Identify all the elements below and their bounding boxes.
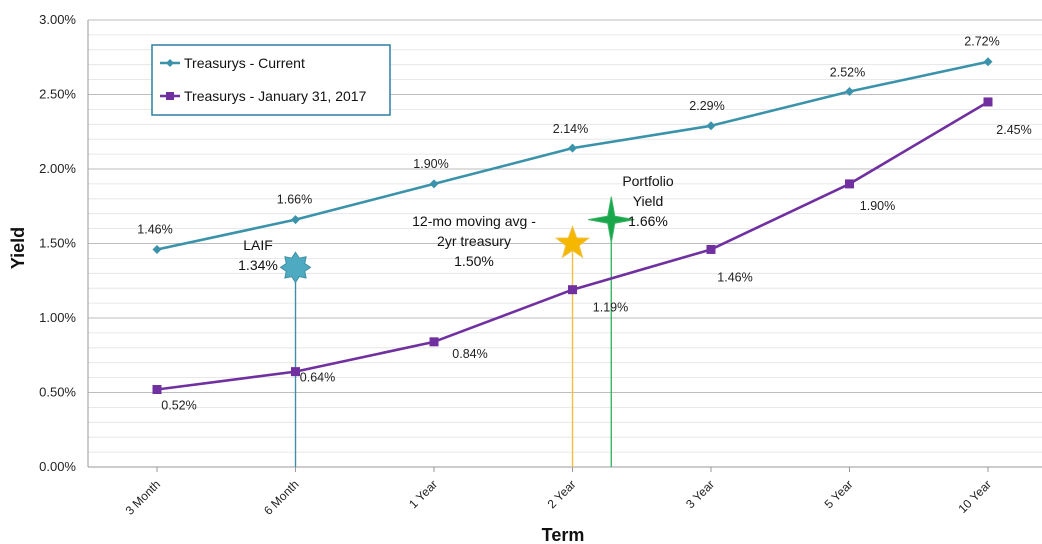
- legend-label: Treasurys - January 31, 2017: [184, 88, 367, 104]
- data-point: [568, 285, 577, 295]
- data-point: [983, 97, 993, 107]
- data-label: 0.52%: [161, 399, 196, 413]
- annotation-label: 12-mo moving avg -: [412, 213, 536, 229]
- legend-label: Treasurys - Current: [184, 55, 305, 71]
- annotation-star-icon: [279, 251, 312, 284]
- y-tick-label: 2.50%: [39, 87, 76, 102]
- data-point: [706, 121, 716, 131]
- data-point: [291, 367, 300, 377]
- y-tick-label: 1.50%: [39, 236, 76, 251]
- data-label: 2.45%: [996, 123, 1031, 137]
- legend-box: [151, 44, 391, 116]
- legend: Treasurys - Current Treasurys - January 3…: [151, 44, 391, 116]
- data-point: [845, 179, 854, 189]
- data-point: [568, 143, 577, 153]
- y-tick-label: 0.50%: [39, 385, 76, 400]
- data-label: 2.52%: [830, 66, 865, 80]
- data-series: 1.46% 1.66% 1.90% 2.14% 2.29% 2.52% 2.72% 0.52%…: [137, 35, 1031, 413]
- data-label: 1.46%: [137, 222, 172, 236]
- x-tick-label: 1 Year: [406, 477, 440, 511]
- annotation-label: Yield: [633, 193, 664, 209]
- annotation-label: 1.50%: [454, 253, 494, 269]
- y-tick-label: 0.00%: [39, 459, 76, 474]
- data-point: [983, 57, 993, 67]
- data-point: [429, 337, 439, 347]
- y-axis-title: Yield: [8, 227, 28, 269]
- annotation-star-icon: [588, 196, 635, 243]
- data-label: 0.84%: [452, 347, 487, 361]
- x-tick-label: 3 Month: [123, 477, 164, 518]
- annotation-label: 1.34%: [238, 257, 278, 273]
- y-tick-label: 2.00%: [39, 161, 76, 176]
- data-label: 1.19%: [593, 301, 628, 315]
- data-point: [845, 87, 854, 97]
- x-tick-label: 5 Year: [822, 477, 856, 511]
- x-tick-label: 2 Year: [545, 477, 579, 511]
- data-point: [152, 385, 162, 395]
- annotation-label: LAIF: [243, 237, 273, 253]
- annotation-label: 2yr treasury: [437, 233, 511, 249]
- annotations: LAIF 1.34% 12-mo moving avg - 2yr treasury 1…: [238, 173, 674, 284]
- data-label: 2.29%: [689, 99, 724, 113]
- annotation-label: 1.66%: [628, 213, 668, 229]
- data-label: 1.66%: [277, 193, 312, 207]
- data-label: 0.64%: [300, 371, 335, 385]
- annotation-star-icon: [554, 225, 591, 259]
- data-label: 2.14%: [553, 122, 588, 136]
- x-tick-label: 6 Month: [261, 477, 302, 518]
- data-point: [429, 179, 439, 189]
- data-label: 1.46%: [717, 270, 752, 284]
- y-tick-label: 3.00%: [39, 12, 76, 27]
- x-tick-label: 3 Year: [683, 477, 717, 511]
- x-axis-title: Term: [542, 525, 585, 544]
- data-label: 2.72%: [964, 35, 999, 49]
- y-tick-label: 1.00%: [39, 310, 76, 325]
- annotation-label: Portfolio: [622, 173, 674, 189]
- data-label: 1.90%: [413, 157, 448, 171]
- data-point: [291, 215, 300, 225]
- data-point: [706, 244, 716, 254]
- x-tick-label: 10 Year: [955, 477, 994, 516]
- legend-marker: [166, 92, 174, 100]
- data-point: [152, 244, 162, 254]
- data-label: 1.90%: [860, 199, 895, 213]
- legend-marker: [166, 59, 174, 67]
